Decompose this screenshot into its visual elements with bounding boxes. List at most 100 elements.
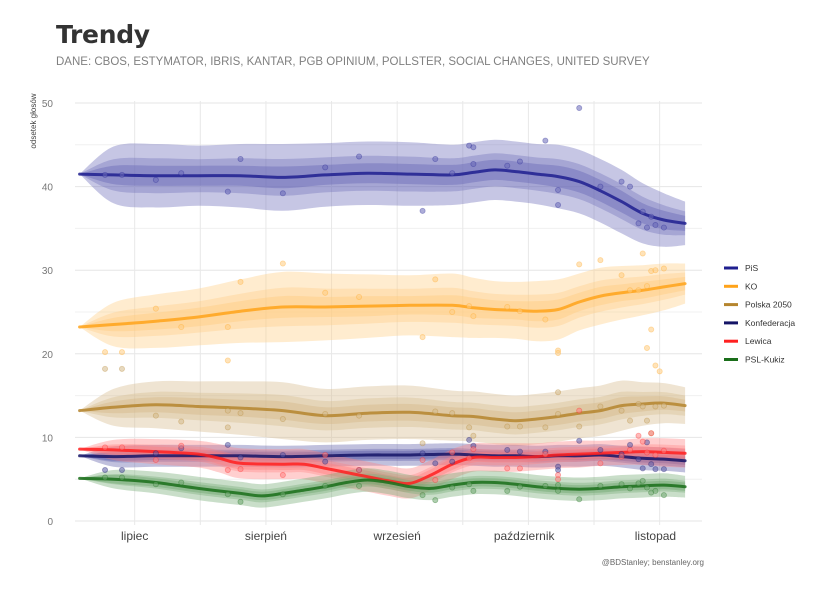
poll-point-pis <box>178 170 185 177</box>
band-outer-konfederacja <box>79 443 686 473</box>
poll-point-psl-kukiz <box>322 482 329 489</box>
poll-point-pis <box>419 207 426 214</box>
grid <box>75 101 702 525</box>
poll-point-polska-2050 <box>356 412 363 419</box>
poll-point-psl-kukiz <box>279 491 286 498</box>
band-inner-psl-kukiz <box>79 475 686 501</box>
poll-point-psl-kukiz <box>178 479 185 486</box>
poll-point-polska-2050 <box>542 424 549 431</box>
poll-point-psl-kukiz <box>152 481 159 488</box>
poll-point-polska-2050 <box>152 412 159 419</box>
poll-point-konfederacja <box>660 466 667 473</box>
trend-line-psl-kukiz <box>78 476 687 498</box>
poll-point-lewica <box>449 449 456 456</box>
poll-point-polska-2050 <box>555 389 562 396</box>
poll-point-lewica <box>470 446 477 453</box>
poll-point-psl-kukiz <box>449 484 456 491</box>
band-mid-konfederacja <box>79 448 686 468</box>
poll-point-pis <box>102 171 109 178</box>
x-tick-label: lipiec <box>121 529 148 543</box>
poll-point-lewica <box>597 460 604 467</box>
poll-point-ko <box>504 303 511 310</box>
poll-point-lewica <box>466 455 473 462</box>
y-axis-label: odsetek głosów <box>29 93 38 148</box>
poll-point-polska-2050 <box>635 400 642 407</box>
trend-line-lewica <box>78 447 687 486</box>
poll-point-ko <box>279 260 286 267</box>
poll-point-konfederacja <box>224 441 231 448</box>
poll-point-psl-kukiz <box>639 477 646 484</box>
poll-point-psl-kukiz <box>627 485 634 492</box>
poll-point-psl-kukiz <box>542 482 549 489</box>
poll-point-ko <box>419 334 426 341</box>
x-tick-label: listopad <box>635 529 676 543</box>
poll-point-psl-kukiz <box>356 482 363 489</box>
poll-point-psl-kukiz <box>419 492 426 499</box>
x-tick-label: sierpień <box>245 529 287 543</box>
poll-point-ko <box>542 316 549 323</box>
poll-point-pis <box>643 224 650 231</box>
legend-label-lewica: Lewica <box>745 336 772 346</box>
poll-point-polska-2050 <box>660 402 667 409</box>
poll-point-polska-2050 <box>432 408 439 415</box>
poll-point-psl-kukiz <box>102 474 109 481</box>
band-inner-ko <box>79 276 686 332</box>
poll-point-psl-kukiz <box>643 484 650 491</box>
poll-point-konfederacja <box>118 467 125 474</box>
poll-point-psl-kukiz <box>576 496 583 503</box>
poll-point-pis <box>356 153 363 160</box>
poll-point-lewica <box>648 430 655 437</box>
poll-point-polska-2050 <box>643 417 650 424</box>
poll-point-pis <box>516 158 523 165</box>
poll-point-lewica <box>118 444 125 451</box>
poll-point-psl-kukiz <box>635 480 642 487</box>
poll-point-pis <box>639 208 646 215</box>
band-mid-psl-kukiz <box>79 473 686 503</box>
poll-point-pis <box>652 222 659 229</box>
poll-point-pis <box>449 170 456 177</box>
poll-point-konfederacja <box>279 451 286 458</box>
x-tick-label: październik <box>494 529 556 543</box>
poll-point-ko <box>627 287 634 294</box>
poll-point-pis <box>660 224 667 231</box>
poll-point-psl-kukiz <box>470 487 477 494</box>
poll-point-ko <box>356 293 363 300</box>
poll-point-pis <box>279 190 286 197</box>
poll-point-lewica <box>516 465 523 472</box>
poll-point-psl-kukiz <box>466 481 473 488</box>
poll-point-pis <box>618 178 625 185</box>
poll-point-ko <box>152 305 159 312</box>
poll-point-polska-2050 <box>224 424 231 431</box>
legend-label-polska-2050: Polska 2050 <box>745 300 792 310</box>
poll-point-polska-2050 <box>470 432 477 439</box>
poll-point-konfederacja <box>597 446 604 453</box>
poll-point-ko <box>118 349 125 356</box>
poll-point-psl-kukiz <box>118 474 125 481</box>
poll-point-polska-2050 <box>118 365 125 372</box>
poll-point-ko <box>639 250 646 257</box>
poll-point-polska-2050 <box>652 403 659 410</box>
poll-point-psl-kukiz <box>597 482 604 489</box>
poll-point-lewica <box>542 451 549 458</box>
poll-point-lewica <box>419 456 426 463</box>
poll-point-ko <box>643 344 650 351</box>
poll-point-lewica <box>224 467 231 474</box>
poll-point-ko <box>432 276 439 283</box>
y-tick-label: 40 <box>42 183 54 194</box>
band-outer-lewica <box>79 438 686 499</box>
poll-point-pis <box>470 144 477 151</box>
poll-point-polska-2050 <box>639 403 646 410</box>
poll-point-lewica <box>279 472 286 479</box>
poll-point-konfederacja <box>635 456 642 463</box>
legend-label-pis: PiS <box>745 263 759 273</box>
poll-point-ko <box>555 349 562 356</box>
poll-point-polska-2050 <box>618 407 625 414</box>
x-tick-label: wrzesień <box>372 529 420 543</box>
poll-point-pis <box>627 183 634 190</box>
poll-point-konfederacja <box>449 458 456 465</box>
poll-point-lewica <box>237 466 244 473</box>
poll-point-psl-kukiz <box>555 482 562 489</box>
y-tick-label: 20 <box>42 350 54 361</box>
poll-point-konfederacja <box>648 461 655 468</box>
poll-point-lewica <box>639 438 646 445</box>
